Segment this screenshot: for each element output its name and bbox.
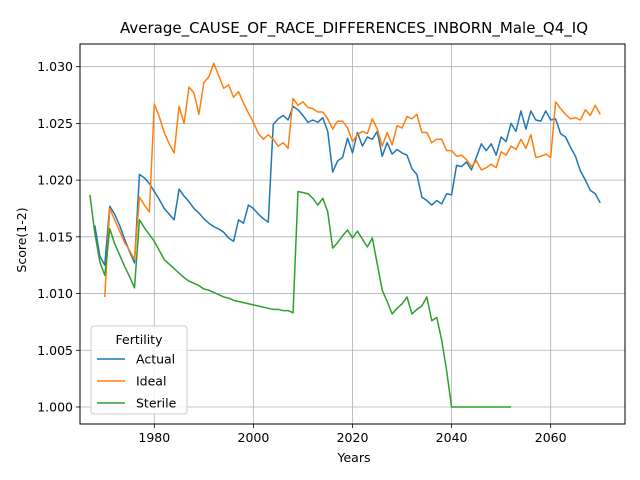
y-axis-label: Score(1-2)	[14, 207, 29, 272]
series-lines	[89, 62, 601, 408]
series-line-actual	[94, 105, 601, 266]
y-tick-label: 1.015	[37, 229, 73, 244]
y-tick-label: 1.025	[37, 116, 73, 131]
x-tick-label: 2060	[535, 430, 567, 445]
legend-label-sterile: Sterile	[136, 396, 177, 411]
x-tick-label: 2020	[337, 430, 369, 445]
legend-label-actual: Actual	[136, 352, 175, 367]
series-line-ideal	[104, 62, 601, 298]
x-tick-label: 2000	[238, 430, 270, 445]
legend-label-ideal: Ideal	[136, 374, 166, 389]
x-tick-label: 2040	[436, 430, 468, 445]
legend: Fertility Actual Ideal Sterile	[90, 325, 188, 415]
legend-items: Actual Ideal Sterile	[97, 352, 177, 411]
y-tick-label: 1.000	[37, 399, 73, 414]
x-tick-label: 1980	[138, 430, 170, 445]
legend-box	[90, 325, 188, 415]
y-tick-label: 1.010	[37, 286, 73, 301]
legend-title: Fertility	[116, 332, 164, 347]
y-tick-label: 1.005	[37, 343, 73, 358]
y-tick-label: 1.030	[37, 59, 73, 74]
y-tick-label: 1.020	[37, 173, 73, 188]
x-axis-label: Years	[337, 450, 371, 465]
series-line-sterile	[89, 190, 512, 408]
axis-ticks: 1980 2000 2020 2040 2060 1.000 1.005 1.010 1.015…	[37, 59, 566, 445]
chart-title: Average_CAUSE_OF_RACE_DIFFERENCES_INBORN…	[120, 19, 588, 38]
